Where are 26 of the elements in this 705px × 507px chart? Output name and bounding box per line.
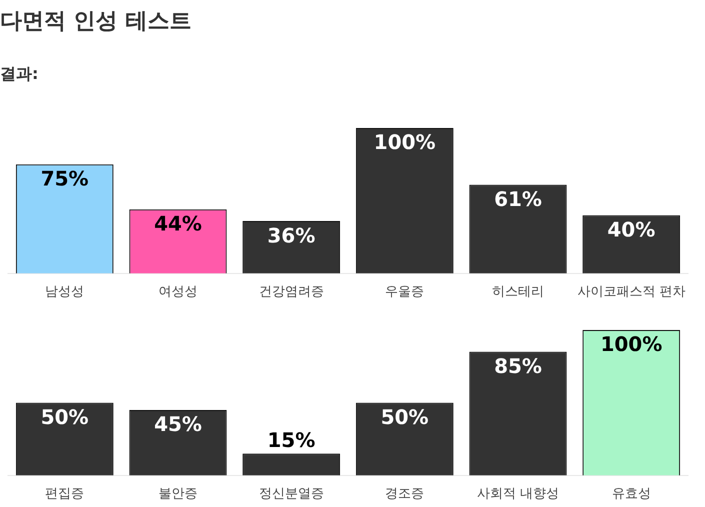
data-label: 61% (494, 186, 542, 211)
data-label: 40% (607, 217, 656, 242)
data-label: 100% (374, 130, 436, 154)
x-tick-label: 불안증 (158, 486, 198, 502)
x-tick-label: 우울증 (385, 284, 424, 300)
chart-title: 다면적 인성 테스트 (0, 8, 192, 36)
data-label: 75% (40, 166, 89, 191)
data-label: 50% (380, 404, 429, 429)
x-tick-label: 유효성 (612, 486, 651, 502)
x-tick-label: 경조증 (385, 486, 424, 502)
data-label: 44% (154, 212, 202, 236)
data-label: 36% (267, 223, 316, 248)
data-label: 50% (40, 404, 89, 429)
x-tick-label: 남성성 (45, 284, 84, 300)
x-tick-label: 건강염려증 (258, 284, 324, 300)
x-tick-label: 여성성 (158, 284, 198, 300)
x-tick-label: 히스테리 (492, 284, 544, 300)
data-label: 100% (600, 332, 662, 356)
x-tick-label: 편집증 (45, 486, 84, 502)
data-label: 15% (267, 428, 316, 452)
data-label: 85% (494, 354, 542, 378)
x-tick-label: 사회적 내향성 (476, 486, 560, 502)
x-tick-label: 사이코패스적 편차 (577, 284, 686, 300)
chart-subtitle: 결과: (0, 64, 38, 85)
x-tick-label: 정신분열증 (258, 486, 324, 502)
data-label: 45% (154, 412, 202, 436)
